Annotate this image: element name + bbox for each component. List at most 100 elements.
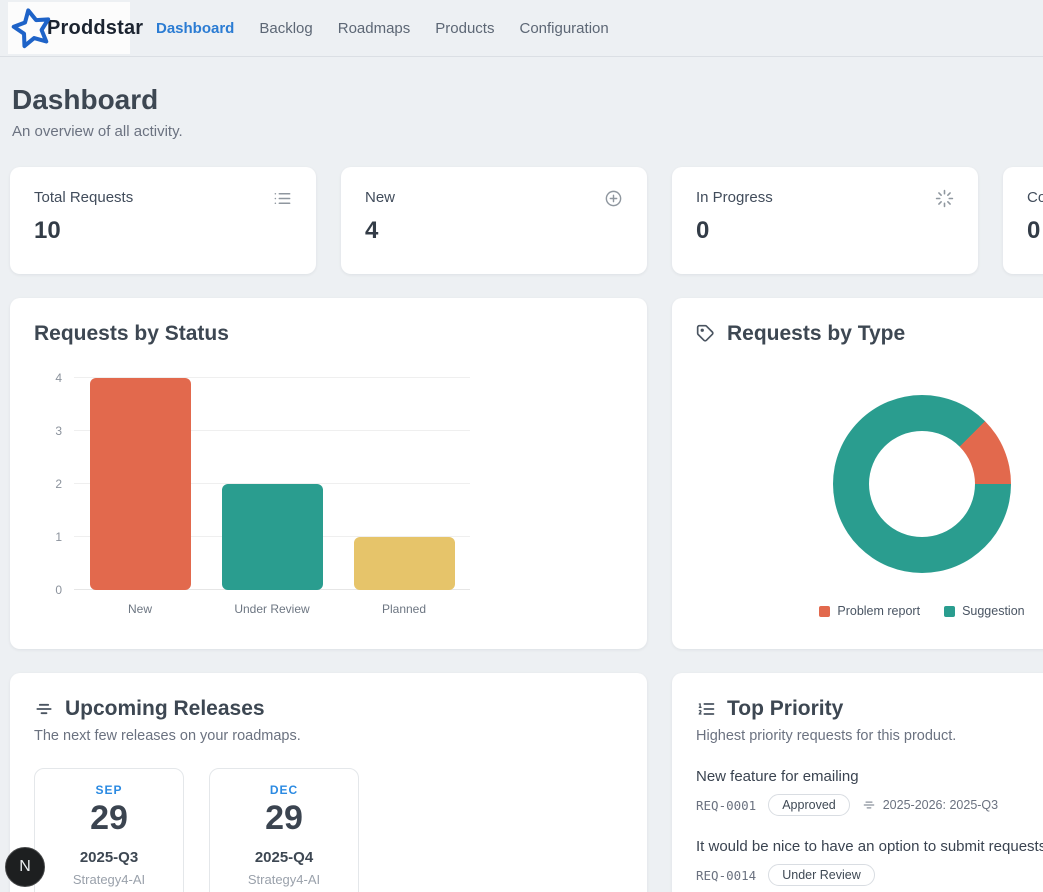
brand-logo[interactable]: Proddstar	[8, 2, 143, 54]
release-product: Strategy4-AI	[247, 872, 321, 887]
legend-item-suggestion[interactable]: Suggestion	[944, 604, 1025, 618]
gridline-y-4	[74, 377, 470, 378]
release-quarter: 2025-Q4	[254, 849, 314, 866]
stat-value: 0	[1027, 217, 1041, 244]
upcoming-releases-subtitle: The next few releases on your roadmaps.	[34, 728, 301, 744]
main-nav: Dashboard Backlog Roadmaps Products Configur…	[156, 20, 609, 37]
release-month: DEC	[269, 783, 299, 797]
stat-card-completed: Completed 0	[1003, 167, 1043, 274]
top-priority-title: Top Priority	[696, 697, 1043, 721]
priority-item-req-0014: It would be nice to have an option to su…	[696, 838, 1043, 886]
bar-slot-under-review	[206, 378, 338, 590]
list-ordered-icon	[696, 699, 716, 719]
upcoming-releases-title: Upcoming Releases	[34, 697, 623, 721]
upcoming-releases-card: Upcoming Releases The next few releases …	[10, 673, 647, 892]
stat-label: In Progress	[696, 189, 773, 206]
y-tick-label-4: 4	[55, 371, 62, 385]
release-quarter: 2025-Q3	[79, 849, 139, 866]
request-meta: REQ-0014 Under Review	[696, 864, 1043, 886]
x-tick-label-planned: Planned	[381, 602, 427, 616]
bar-slot-planned	[338, 378, 470, 590]
bar-chart-y-axis: 0 1 2 3 4	[34, 371, 74, 597]
circle-plus-icon	[604, 189, 623, 208]
x-tick-label-new: New	[127, 602, 152, 616]
request-meta: REQ-0001 Approved 2025-2026: 2025-Q3	[696, 794, 1043, 816]
stat-value: 0	[696, 217, 710, 244]
type-donut-legend: Problem report Suggestion	[819, 604, 1025, 618]
page-title: Dashboard	[12, 84, 159, 115]
top-priority-card: Top Priority Highest priority requests f…	[672, 673, 1043, 892]
top-nav-bar: Proddstar Dashboard Backlog Roadmaps Produc…	[0, 0, 1043, 57]
requests-by-status-title-text: Requests by Status	[34, 322, 229, 345]
stat-card-new: New 4	[341, 167, 647, 274]
legend-item-problem-report[interactable]: Problem report	[819, 604, 920, 618]
nav-item-dashboard[interactable]: Dashboard	[156, 19, 235, 37]
stat-value: 10	[34, 217, 61, 244]
gridline-y-3	[74, 430, 470, 431]
priority-list: New feature for emailing REQ-0001 Approved…	[696, 768, 1043, 886]
y-tick-label-0: 0	[55, 583, 62, 597]
release-month: SEP	[95, 783, 123, 797]
star-logo-icon	[11, 8, 51, 49]
requests-by-type-title-text: Requests by Type	[727, 322, 906, 345]
top-priority-subtitle: Highest priority requests for this produ…	[696, 728, 957, 744]
release-day: 29	[265, 799, 303, 837]
filter-lines-icon	[862, 798, 876, 812]
stat-label: Total Requests	[34, 189, 134, 206]
nav-item-products[interactable]: Products	[435, 19, 495, 37]
legend-label: Suggestion	[962, 604, 1025, 618]
requests-by-type-card: Requests by Type Problem report Suggestio…	[672, 298, 1043, 649]
bar-under-review	[221, 484, 323, 590]
stat-value: 4	[365, 217, 379, 244]
x-tick-label-under-review: Under Review	[234, 602, 310, 616]
filter-lines-icon	[34, 699, 54, 719]
bar-planned	[353, 537, 455, 590]
stat-label: Completed	[1027, 189, 1043, 206]
page-subtitle: An overview of all activity.	[12, 123, 183, 140]
nav-item-backlog[interactable]: Backlog	[259, 19, 313, 37]
requests-by-status-card: Requests by Status 0 1 2 3 4 New Under Review…	[10, 298, 647, 649]
tags-icon	[696, 324, 716, 344]
bar-slot-new	[74, 378, 206, 590]
status-bar-chart: 0 1 2 3 4	[34, 371, 623, 597]
stat-card-in-progress: In Progress 0	[672, 167, 978, 274]
dev-tools-button[interactable]: N	[5, 847, 45, 887]
legend-swatch	[944, 605, 956, 617]
legend-swatch	[819, 605, 831, 617]
status-badge: Approved	[768, 794, 850, 816]
charts-row: Requests by Status 0 1 2 3 4 New Under Review…	[10, 298, 1043, 649]
requests-by-type-title: Requests by Type	[696, 322, 1043, 346]
requests-by-status-title: Requests by Status	[34, 322, 623, 346]
release-day: 29	[90, 799, 128, 837]
legend-label: Problem report	[837, 604, 921, 618]
request-title[interactable]: It would be nice to have an option to su…	[696, 838, 1043, 855]
y-tick-label-1: 1	[55, 530, 62, 544]
release-tile-2025-q3[interactable]: SEP 29 2025-Q3 Strategy4-AI	[34, 768, 184, 892]
nav-item-roadmaps[interactable]: Roadmaps	[337, 19, 411, 37]
gridline-y-2	[74, 483, 470, 484]
y-tick-label-2: 2	[55, 477, 62, 491]
request-id: REQ-0014	[696, 867, 757, 883]
release-tile-2025-q4[interactable]: DEC 29 2025-Q4 Strategy4-AI	[209, 768, 359, 892]
status-badge: Under Review	[768, 864, 875, 886]
brand-name: Proddstar	[47, 16, 144, 39]
upcoming-releases-title-text: Upcoming Releases	[65, 697, 265, 720]
bar-slots	[74, 378, 470, 590]
main-content: Dashboard An overview of all activity. T…	[0, 84, 1043, 892]
bar-new	[89, 378, 191, 590]
bar-chart-x-axis: New Under Review Planned	[74, 602, 470, 616]
release-tiles: SEP 29 2025-Q3 Strategy4-AI DEC 29 2025-Q4 Stra…	[34, 768, 623, 892]
type-donut-chart[interactable]	[833, 395, 1011, 573]
request-title[interactable]: New feature for emailing	[696, 768, 859, 785]
bar-chart-plot	[74, 377, 470, 590]
stat-label: New	[365, 189, 396, 206]
roadmap-reference: 2025-2026: 2025-Q3	[862, 798, 998, 812]
roadmap-reference-text: 2025-2026: 2025-Q3	[882, 798, 999, 812]
type-donut-area: Problem report Suggestion	[696, 395, 1043, 618]
nav-item-configuration[interactable]: Configuration	[519, 19, 609, 37]
loader-icon	[935, 189, 954, 208]
stat-card-total-requests: Total Requests 10	[10, 167, 316, 274]
priority-item-req-0001: New feature for emailing REQ-0001 Approved…	[696, 768, 1043, 816]
bottom-row: Upcoming Releases The next few releases …	[10, 673, 1043, 892]
